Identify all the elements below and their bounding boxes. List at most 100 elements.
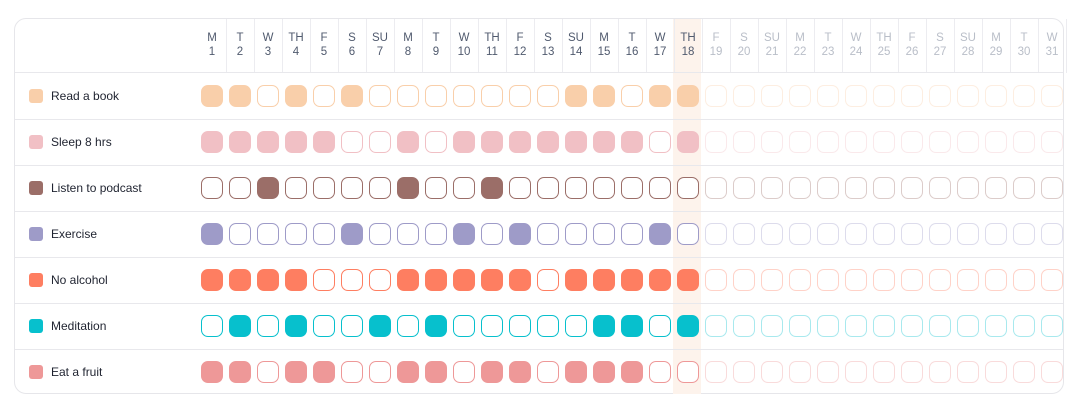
habit-day-cell[interactable] (257, 85, 279, 107)
habit-day-cell[interactable] (201, 361, 223, 383)
habit-day-cell[interactable] (453, 361, 475, 383)
habit-day-cell[interactable] (285, 223, 307, 245)
habit-day-cell[interactable] (649, 361, 671, 383)
habit-day-cell[interactable] (845, 269, 867, 291)
habit-day-cell[interactable] (481, 85, 503, 107)
habit-day-cell[interactable] (649, 315, 671, 337)
habit-day-cell[interactable] (761, 361, 783, 383)
habit-day-cell[interactable] (957, 131, 979, 153)
habit-day-cell[interactable] (789, 177, 811, 199)
habit-day-cell[interactable] (425, 85, 447, 107)
habit-day-cell[interactable] (817, 85, 839, 107)
habit-day-cell[interactable] (593, 85, 615, 107)
habit-day-cell[interactable] (481, 223, 503, 245)
habit-day-cell[interactable] (313, 177, 335, 199)
habit-day-cell[interactable] (453, 315, 475, 337)
habit-day-cell[interactable] (593, 269, 615, 291)
habit-day-cell[interactable] (481, 131, 503, 153)
habit-day-cell[interactable] (901, 315, 923, 337)
habit-day-cell[interactable] (593, 361, 615, 383)
habit-day-cell[interactable] (257, 223, 279, 245)
habit-day-cell[interactable] (481, 177, 503, 199)
habit-day-cell[interactable] (313, 223, 335, 245)
habit-day-cell[interactable] (705, 131, 727, 153)
habit-day-cell[interactable] (201, 177, 223, 199)
habit-day-cell[interactable] (509, 269, 531, 291)
habit-day-cell[interactable] (257, 361, 279, 383)
habit-day-cell[interactable] (369, 223, 391, 245)
habit-day-cell[interactable] (929, 177, 951, 199)
habit-day-cell[interactable] (901, 85, 923, 107)
habit-day-cell[interactable] (1041, 177, 1063, 199)
habit-day-cell[interactable] (817, 131, 839, 153)
habit-day-cell[interactable] (789, 315, 811, 337)
habit-day-cell[interactable] (341, 361, 363, 383)
habit-day-cell[interactable] (929, 131, 951, 153)
habit-day-cell[interactable] (929, 269, 951, 291)
habit-day-cell[interactable] (341, 315, 363, 337)
habit-day-cell[interactable] (789, 223, 811, 245)
habit-day-cell[interactable] (369, 177, 391, 199)
habit-day-cell[interactable] (929, 85, 951, 107)
habit-day-cell[interactable] (285, 361, 307, 383)
habit-day-cell[interactable] (985, 131, 1007, 153)
habit-day-cell[interactable] (677, 223, 699, 245)
habit-day-cell[interactable] (817, 361, 839, 383)
habit-day-cell[interactable] (873, 361, 895, 383)
habit-day-cell[interactable] (621, 223, 643, 245)
habit-day-cell[interactable] (565, 177, 587, 199)
habit-day-cell[interactable] (257, 269, 279, 291)
habit-day-cell[interactable] (649, 85, 671, 107)
habit-day-cell[interactable] (397, 131, 419, 153)
habit-day-cell[interactable] (369, 269, 391, 291)
habit-day-cell[interactable] (789, 269, 811, 291)
habit-day-cell[interactable] (397, 269, 419, 291)
habit-day-cell[interactable] (1013, 361, 1035, 383)
habit-day-cell[interactable] (817, 177, 839, 199)
habit-day-cell[interactable] (649, 223, 671, 245)
habit-day-cell[interactable] (845, 315, 867, 337)
habit-day-cell[interactable] (1041, 131, 1063, 153)
habit-day-cell[interactable] (341, 269, 363, 291)
habit-day-cell[interactable] (705, 361, 727, 383)
habit-day-cell[interactable] (565, 361, 587, 383)
habit-day-cell[interactable] (817, 315, 839, 337)
habit-day-cell[interactable] (621, 131, 643, 153)
habit-day-cell[interactable] (201, 85, 223, 107)
habit-day-cell[interactable] (285, 177, 307, 199)
habit-day-cell[interactable] (705, 269, 727, 291)
habit-day-cell[interactable] (761, 315, 783, 337)
habit-day-cell[interactable] (957, 361, 979, 383)
habit-day-cell[interactable] (425, 177, 447, 199)
habit-day-cell[interactable] (957, 315, 979, 337)
habit-day-cell[interactable] (593, 131, 615, 153)
habit-day-cell[interactable] (677, 269, 699, 291)
habit-day-cell[interactable] (1013, 269, 1035, 291)
habit-day-cell[interactable] (425, 269, 447, 291)
habit-day-cell[interactable] (201, 131, 223, 153)
habit-day-cell[interactable] (481, 361, 503, 383)
habit-day-cell[interactable] (789, 85, 811, 107)
habit-day-cell[interactable] (733, 223, 755, 245)
habit-day-cell[interactable] (285, 85, 307, 107)
habit-day-cell[interactable] (1041, 223, 1063, 245)
habit-day-cell[interactable] (649, 177, 671, 199)
habit-day-cell[interactable] (985, 361, 1007, 383)
habit-day-cell[interactable] (565, 131, 587, 153)
habit-day-cell[interactable] (789, 361, 811, 383)
habit-day-cell[interactable] (509, 315, 531, 337)
habit-day-cell[interactable] (341, 177, 363, 199)
habit-day-cell[interactable] (341, 223, 363, 245)
habit-day-cell[interactable] (873, 85, 895, 107)
habit-day-cell[interactable] (817, 223, 839, 245)
habit-day-cell[interactable] (845, 177, 867, 199)
habit-day-cell[interactable] (229, 269, 251, 291)
habit-day-cell[interactable] (397, 315, 419, 337)
habit-day-cell[interactable] (453, 269, 475, 291)
habit-day-cell[interactable] (537, 269, 559, 291)
habit-day-cell[interactable] (397, 223, 419, 245)
habit-day-cell[interactable] (201, 223, 223, 245)
habit-day-cell[interactable] (817, 269, 839, 291)
habit-day-cell[interactable] (593, 315, 615, 337)
habit-day-cell[interactable] (733, 177, 755, 199)
